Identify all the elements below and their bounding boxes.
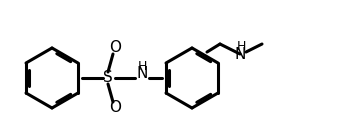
Text: O: O: [109, 40, 121, 56]
Text: O: O: [109, 100, 121, 115]
Text: S: S: [103, 71, 113, 86]
Text: H: H: [137, 60, 147, 72]
Text: N: N: [234, 46, 246, 62]
Text: N: N: [136, 67, 148, 82]
Text: H: H: [236, 40, 246, 52]
